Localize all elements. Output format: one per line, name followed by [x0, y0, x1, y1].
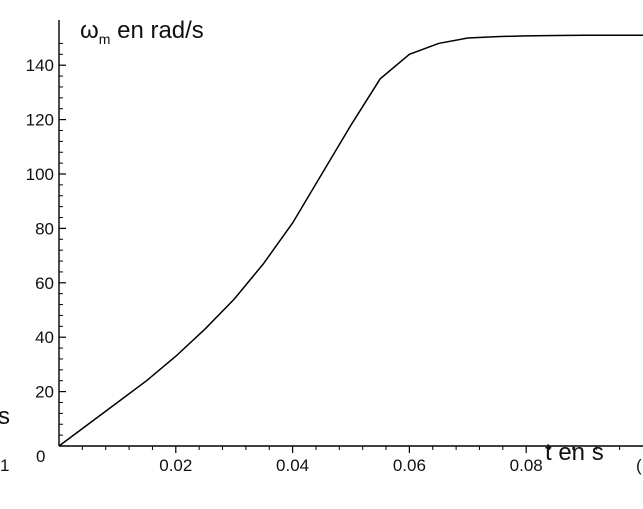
- major-ticks: [59, 64, 527, 453]
- speed-curve: [58, 34, 643, 447]
- bottom-right-edge-label: (: [636, 456, 642, 475]
- labels-layer: 20 40 60 80 100 120 140 0.02 0.04 0.06 0.08: [26, 56, 543, 475]
- axes-layer: [58, 20, 643, 447]
- x-tick-label: 0.08: [510, 456, 543, 475]
- bottom-left-edge-label: 1: [0, 456, 9, 475]
- y-tick-label: 20: [35, 383, 54, 402]
- y-axis-title-main: ω: [80, 17, 99, 44]
- left-edge-label: s: [0, 403, 10, 430]
- y-tick-label: 60: [35, 274, 54, 293]
- y-tick-label: 100: [26, 165, 54, 184]
- y-tick-label: 140: [26, 56, 54, 75]
- y-tick-label: 120: [26, 111, 54, 130]
- x-tick-label: 0.04: [276, 456, 309, 475]
- y-axis-title: ωm en rad/s: [80, 17, 204, 47]
- y-axis-title-rest: en rad/s: [110, 17, 203, 44]
- minor-ticks: [59, 42, 621, 450]
- y-tick-label: 80: [35, 219, 54, 238]
- y-axis-title-sub: m: [99, 31, 111, 47]
- x-tick-label: 0.02: [159, 456, 192, 475]
- x-axis-title: t en s: [545, 439, 604, 466]
- y-tick-label: 40: [35, 328, 54, 347]
- x-tick-label: 0.06: [393, 456, 426, 475]
- origin-label: 0: [36, 447, 45, 466]
